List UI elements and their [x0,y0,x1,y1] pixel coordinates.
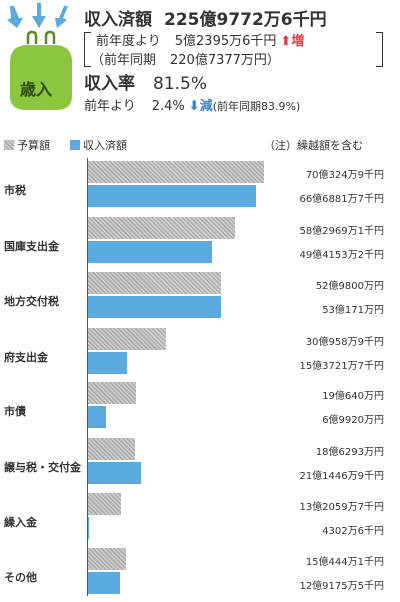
year-diff-value: 5億2395万6千円 [174,34,277,49]
actual-value-label: 12億9175万5千円 [299,581,384,592]
budget-value-label: 30億958万9千円 [305,337,384,348]
legend-budget-swatch [4,140,14,150]
legend-actual-label: 収入済額 [83,139,127,152]
prev-period: （前年同期 220億7377万円） [91,49,280,68]
bar-chart: 市税 70億324万9千円 66億6881万7千円国庫支出金 58億2969万1千円 4… [0,150,400,596]
actual-value-label: 4302万6千円 [322,526,384,537]
actual-value-label: 15億3721万7千円 [299,361,384,372]
collection-rate-value: 81.5% [153,74,208,94]
rate-prev: (前年同期83.9%) [212,100,301,113]
budget-value-label: 58億2969万1千円 [299,226,384,237]
actual-bar [88,185,256,207]
category-label: 地方交付税 [4,295,59,308]
actual-value-label: 53億171万円 [322,305,384,316]
actual-bar [88,572,121,594]
legend-budget: 予算額 [4,137,50,153]
budget-bar [88,272,222,294]
collection-rate: 収入率 81.5% [84,69,207,94]
legend-actual-swatch [70,140,80,150]
increase-badge: ⬆増 [280,34,305,49]
rate-diff: 前年より 2.4% ⬇減(前年同期83.9%) [84,95,300,114]
category-label: 市税 [4,184,26,197]
chart-row: 繰入金 13億2059万7千円 4302万6千円 [0,493,400,547]
actual-value-label: 49億4153万2千円 [299,250,384,261]
bracket-left [84,32,91,67]
budget-bar [88,548,126,570]
actual-bar [88,352,127,374]
chart-row: 府支出金 30億958万9千円 15億3721万7千円 [0,328,400,382]
chart-note: （注）繰越額を含む [264,139,363,152]
chart-row: 市税 70億324万9千円 66億6881万7千円 [0,161,400,215]
category-label: 譲与税・交付金 [4,461,81,474]
category-label: 繰入金 [4,516,37,529]
actual-bar [88,462,142,484]
budget-value-label: 18億6293万円 [315,447,384,458]
budget-value-label: 13億2059万7千円 [299,502,384,513]
actual-bar [88,517,90,539]
actual-value-label: 66億6881万7千円 [299,194,384,205]
income-total-label: 収入済額 [84,10,152,30]
chart-row: 国庫支出金 58億2969万1千円 49億4153万2千円 [0,217,400,271]
year-diff: 前年度より 5億2395万6千円 ⬆増 [96,30,304,49]
actual-value-label: 21億1446万9千円 [299,471,384,482]
arrow-icons [7,3,68,28]
purse-body [10,45,72,110]
prev-period-value: 220億7377万円） [170,53,280,68]
purse-label: 歳入 [20,80,53,99]
actual-value-label: 6億9920万円 [322,415,384,426]
budget-value-label: 15億444万1千円 [305,557,384,568]
budget-value-label: 70億324万9千円 [305,170,384,181]
purse-clasp [26,30,56,44]
chart-row: 市債 19億640万円 6億9920万円 [0,382,400,436]
prev-period-label: （前年同期 [91,53,157,68]
budget-bar [88,382,136,404]
collection-rate-label: 収入率 [84,74,135,94]
rate-diff-label: 前年より [84,99,136,114]
rate-diff-value: 2.4% [151,99,185,114]
bracket-right [376,32,383,67]
actual-bar [88,406,106,428]
budget-bar [88,217,235,239]
chart-axis [87,158,88,596]
chart-row: その他 15億444万1千円 12億9175万5千円 [0,548,400,602]
chart-row: 地方交付税 52億9800万円 53億171万円 [0,272,400,326]
chart-row: 譲与税・交付金 18億6293万円 21億1446万9千円 [0,438,400,492]
income-total: 収入済額 225億9772万6千円 [84,5,327,30]
legend-actual: 収入済額 [70,137,127,153]
budget-bar [88,328,166,350]
year-diff-label: 前年度より [96,34,161,49]
budget-bar [88,438,135,460]
category-label: その他 [4,571,37,584]
income-total-value: 225億9772万6千円 [164,10,327,30]
category-label: 府支出金 [4,351,48,364]
category-label: 国庫支出金 [4,240,59,253]
budget-value-label: 52億9800万円 [315,281,384,292]
legend-budget-label: 予算額 [17,139,50,152]
budget-bar [88,493,122,515]
budget-value-label: 19億640万円 [322,391,384,402]
actual-bar [88,296,222,318]
category-label: 市債 [4,405,26,418]
budget-bar [88,161,264,183]
purse-icon [7,3,72,110]
decrease-badge: ⬇減 [188,99,213,114]
actual-bar [88,241,213,263]
